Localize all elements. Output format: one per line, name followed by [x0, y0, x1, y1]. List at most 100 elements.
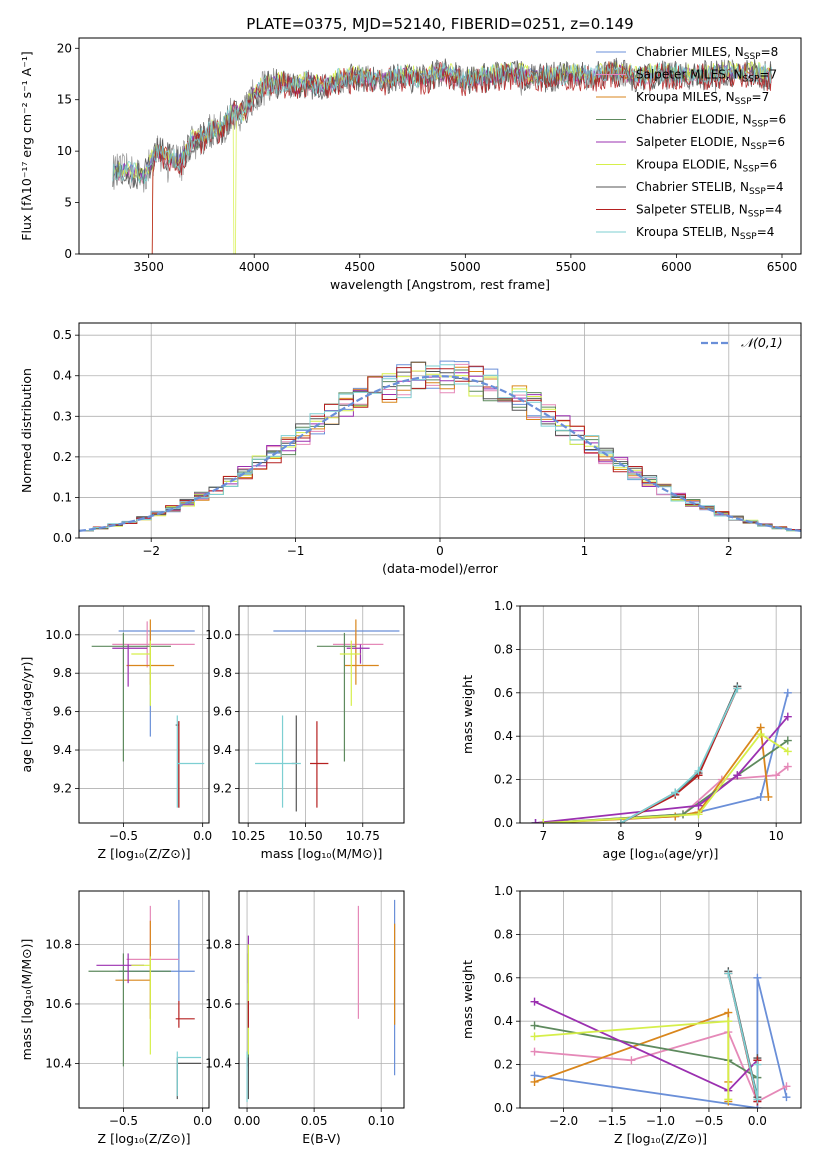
- series-marker: [783, 736, 792, 745]
- y-axis-label: age [log₁₀(age/yr)]: [19, 657, 34, 773]
- y-tick-label: 0.8: [494, 927, 513, 941]
- plot-area: [531, 682, 792, 823]
- series-marker: [694, 801, 703, 810]
- y-tick-label: 15: [57, 93, 72, 107]
- series-marker: [530, 1032, 539, 1041]
- x-tick-label: 4000: [239, 260, 270, 274]
- legend-label: Chabrier STELIB, NSSP=4: [636, 180, 784, 197]
- panel-mass-vs-Z: −0.5 0.0 10.4 10.6 10.8 Z [log₁₀(Z/Z⊙)] mass […: [19, 890, 212, 1146]
- plot-area: [79, 360, 801, 532]
- axes-frame: [238, 890, 405, 1109]
- x-tick-label: 6000: [661, 260, 692, 274]
- x-tick-label: 4500: [345, 260, 376, 274]
- x-tick-label: 10.50: [288, 829, 322, 843]
- legend-label: 𝒩(0,1): [741, 335, 783, 350]
- panel-age-vs-mass: 10.25 10.50 10.75 9.2 9.4 9.6 9.8 10.0 mass [log…: [205, 605, 405, 861]
- x-tick-label: 0.00: [234, 1114, 261, 1128]
- series-marker: [627, 1056, 636, 1065]
- series-marker: [530, 1021, 539, 1030]
- x-tick-label: 8: [617, 829, 625, 843]
- x-axis-label: wavelength [Angstrom, rest frame]: [330, 277, 550, 292]
- series-marker: [530, 1077, 539, 1086]
- axes-frame: [519, 890, 802, 1109]
- y-tick-label: 0.6: [494, 971, 513, 985]
- x-tick-label: 5500: [556, 260, 587, 274]
- x-tick-label: 10.75: [346, 829, 380, 843]
- panel-spectrum: 3500 4000 4500 5000 5500 6000 6500 0 5 10 15 20 wave…: [19, 37, 802, 292]
- y-tick-label: 0.8: [494, 642, 513, 656]
- y-tick-label: 0.4: [494, 729, 513, 743]
- y-tick-label: 9.8: [213, 666, 232, 680]
- x-axis-label: Z [log₁₀(Z/Z⊙)]: [98, 1131, 191, 1146]
- plot-area: [255, 619, 400, 812]
- y-tick-label: 10.4: [45, 1056, 72, 1070]
- y-tick-label: 1.0: [494, 884, 513, 898]
- series-marker: [530, 997, 539, 1006]
- series-marker: [772, 771, 781, 780]
- model-spectrum-line: [112, 57, 772, 190]
- x-tick-label: 1: [581, 544, 589, 558]
- x-tick-label: 10: [769, 829, 784, 843]
- series-marker: [531, 819, 540, 823]
- x-tick-label: 6500: [767, 260, 798, 274]
- legend-label: Kroupa ELODIE, NSSP=6: [636, 158, 777, 175]
- y-tick-label: 0.1: [53, 490, 72, 504]
- x-tick-label: 0: [436, 544, 444, 558]
- y-axis-label: mass weight: [460, 675, 475, 754]
- x-tick-label: −1.0: [646, 1114, 675, 1128]
- y-tick-label: 0.2: [494, 1058, 513, 1072]
- histogram-steps: [79, 364, 801, 532]
- histogram-steps: [79, 361, 801, 532]
- y-tick-label: 9.8: [53, 666, 72, 680]
- series-marker: [783, 712, 792, 721]
- y-tick-label: 10.8: [205, 938, 232, 952]
- series-marker: [756, 730, 765, 739]
- panel-weight-vs-Z: −2.0 −1.5 −1.0 −0.5 0.0 0.0 0.2 0.4 0.6 0.8 1.0 Z […: [460, 884, 802, 1146]
- y-axis-label: mass weight: [460, 960, 475, 1039]
- y-tick-label: 0.3: [53, 409, 72, 423]
- y-tick-label: 0.6: [494, 686, 513, 700]
- panel-residuals: −2 −1 0 1 2 0.0 0.1 0.2 0.3 0.4 0.5 (data-model)/er…: [19, 322, 802, 576]
- x-tick-label: 10.25: [231, 829, 265, 843]
- series-marker: [782, 1093, 791, 1102]
- y-tick-label: 0.5: [53, 328, 72, 342]
- y-tick-label: 0.0: [494, 1101, 513, 1115]
- axes-frame: [78, 605, 210, 824]
- x-axis-label: Z [log₁₀(Z/Z⊙)]: [614, 1131, 707, 1146]
- axes-frame: [519, 605, 802, 824]
- series-marker: [753, 1060, 762, 1069]
- y-axis-label: Flux [fλ10⁻¹⁷ erg cm⁻² s⁻¹ A⁻¹]: [19, 51, 34, 240]
- y-axis-label: Normed distribution: [19, 368, 34, 493]
- panel-age-vs-Z: −0.5 0.0 9.2 9.4 9.6 9.8 10.0 Z [log₁₀(Z/Z⊙)] ag…: [19, 605, 212, 861]
- x-tick-label: 7: [539, 829, 547, 843]
- panel-mass-vs-EBV: 0.00 0.05 0.10 10.4 10.6 10.8 E(B-V): [205, 890, 405, 1146]
- legend-label: Salpeter MILES, NSSP=7: [636, 68, 777, 85]
- gaussian-curve: [79, 375, 801, 532]
- series-marker: [671, 788, 680, 797]
- series-marker: [539, 819, 548, 823]
- panel-weight-vs-age: 7 8 9 10 0.0 0.2 0.4 0.6 0.8 1.0 age [log₁₀(age/yr…: [460, 599, 802, 861]
- y-tick-label: 0.2: [53, 450, 72, 464]
- series-marker: [694, 766, 703, 775]
- x-tick-label: 0.05: [301, 1114, 328, 1128]
- y-tick-label: 9.4: [213, 743, 232, 757]
- series-marker: [616, 819, 625, 823]
- panels: 3500 4000 4500 5000 5500 6000 650005101520wave…: [19, 37, 802, 1146]
- x-tick-label: 0.0: [193, 829, 212, 843]
- series-marker: [783, 747, 792, 756]
- model-spectrum-line: [112, 62, 772, 184]
- x-tick-label: −2: [142, 544, 160, 558]
- x-tick-label: 0.0: [748, 1114, 767, 1128]
- series-marker: [733, 684, 742, 693]
- histogram-steps: [79, 370, 801, 532]
- y-tick-label: 1.0: [494, 599, 513, 613]
- series-marker: [530, 1047, 539, 1056]
- x-axis-label: (data-model)/error: [382, 561, 499, 576]
- histogram-steps: [79, 372, 801, 532]
- y-tick-label: 0.0: [53, 531, 72, 545]
- legend-label: Chabrier ELODIE, NSSP=6: [636, 113, 786, 130]
- y-tick-label: 9.6: [53, 705, 72, 719]
- y-tick-label: 5: [64, 196, 72, 210]
- x-tick-label: 2: [725, 544, 733, 558]
- x-tick-label: −0.5: [109, 1114, 138, 1128]
